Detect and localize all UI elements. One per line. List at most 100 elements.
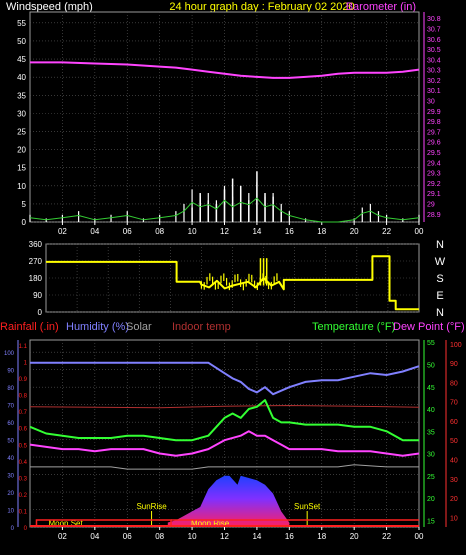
temp-y-tick: 15	[427, 518, 435, 525]
wind-y-tick: 25	[17, 127, 26, 136]
legend-temperature: Temperature (°F)	[312, 321, 395, 333]
barometer-y-tick: 29	[427, 201, 435, 208]
wind-y-tick: 55	[17, 19, 26, 28]
barometer-y-tick: 29.2	[427, 181, 441, 188]
barometer-y-tick: 29.1	[427, 191, 441, 198]
moon-event-label: Moon Set	[48, 519, 83, 528]
climate-x-tick: 20	[350, 532, 359, 541]
wind-x-tick: 12	[220, 227, 229, 236]
wind-y-tick: 40	[17, 73, 26, 82]
barometer-y-tick: 30.3	[427, 68, 441, 75]
barometer-y-tick: 30.8	[427, 16, 441, 23]
right-y-tick: 10	[450, 515, 458, 522]
barometer-y-tick: 30	[427, 99, 435, 106]
rainfall-y-tick: 0.7	[19, 410, 28, 416]
temp-y-tick: 35	[427, 429, 435, 436]
humidity-y-tick: 60	[7, 421, 14, 427]
compass-label: N	[436, 307, 444, 319]
climate-x-tick: 04	[90, 532, 99, 541]
right-y-tick: 70	[450, 400, 458, 407]
wind-x-tick: 16	[285, 227, 294, 236]
barometer-y-tick: 29.9	[427, 109, 441, 116]
humidity-line	[30, 361, 420, 396]
wind-x-tick: 14	[252, 227, 261, 236]
direction-y-tick: 0	[38, 308, 43, 317]
barometer-y-tick: 30.4	[427, 57, 441, 64]
rainfall-y-tick: 0.8	[19, 394, 28, 400]
right-y-tick: 80	[450, 380, 458, 387]
climate-x-tick: 08	[155, 532, 164, 541]
moon-period-marker	[35, 519, 172, 527]
wind-y-tick: 50	[17, 37, 26, 46]
right-y-tick: 20	[450, 496, 458, 503]
barometer-y-tick: 28.9	[427, 212, 441, 219]
direction-y-tick: 180	[29, 274, 43, 283]
climate-x-tick: 12	[220, 532, 229, 541]
legend-dew-point: Dew Point (°F)	[393, 321, 465, 333]
direction-y-tick: 90	[33, 291, 42, 300]
wind-y-tick: 10	[17, 182, 26, 191]
barometer-line	[30, 61, 420, 79]
temp-y-tick: 20	[427, 496, 435, 503]
direction-y-tick: 270	[29, 257, 43, 266]
humidity-y-tick: 40	[7, 456, 14, 462]
climate-x-tick: 22	[382, 532, 391, 541]
rainfall-y-tick: 0.4	[19, 460, 28, 466]
wind-y-tick: 45	[17, 55, 26, 64]
compass-label: S	[436, 273, 443, 285]
rainfall-y-tick: 0.6	[19, 427, 28, 433]
wind-x-tick: 18	[317, 227, 326, 236]
climate-x-tick: 02	[58, 532, 67, 541]
sun-event-label: SunRise	[136, 502, 167, 511]
humidity-y-tick: 80	[7, 386, 14, 392]
solar-radiation-area	[167, 475, 290, 527]
graph-title: 24 hour graph day : February 02 2020	[169, 1, 354, 13]
right-y-tick: 50	[450, 438, 458, 445]
temperature-line	[29, 399, 419, 442]
rainfall-y-tick: 1.1	[19, 344, 28, 350]
direction-y-tick: 360	[29, 240, 43, 249]
compass-label: N	[436, 239, 444, 251]
indoor-temp-line	[29, 405, 420, 409]
dew-point-line	[29, 430, 420, 457]
wind-y-tick: 20	[17, 146, 26, 155]
rainfall-y-tick: 0.1	[19, 509, 28, 515]
barometer-y-tick: 29.5	[427, 150, 441, 157]
wind-x-tick: 22	[382, 227, 391, 236]
barometer-y-tick: 29.4	[427, 160, 441, 167]
barometer-y-tick: 29.6	[427, 140, 441, 147]
right-y-tick: 100	[450, 342, 462, 349]
wind-x-tick: 08	[155, 227, 164, 236]
right-y-tick: 60	[450, 419, 458, 426]
solar-line	[30, 464, 419, 470]
climate-x-tick: 06	[123, 532, 132, 541]
wind-x-tick: 00	[415, 227, 424, 236]
rainfall-y-tick: 0.5	[19, 443, 28, 449]
climate-x-tick: 16	[285, 532, 294, 541]
temp-y-tick: 55	[427, 340, 435, 347]
legend-rainfall: Rainfall (.in)	[0, 321, 59, 333]
barometer-y-tick: 30.5	[427, 47, 441, 54]
compass-label: E	[436, 290, 443, 302]
moon-event-label: Moon Rise	[191, 519, 230, 528]
humidity-y-tick: 50	[7, 439, 14, 445]
temp-y-tick: 30	[427, 452, 435, 459]
barometer-y-tick: 29.3	[427, 171, 441, 178]
right-y-tick: 40	[450, 458, 458, 465]
wind-y-tick: 35	[17, 91, 26, 100]
wind-x-tick: 20	[350, 227, 359, 236]
barometer-y-tick: 30.7	[427, 26, 441, 33]
wind-average-line	[29, 197, 420, 223]
humidity-y-tick: 30	[7, 474, 14, 480]
compass-label: W	[435, 256, 446, 268]
humidity-y-tick: 0	[11, 526, 15, 532]
right-y-tick: 90	[450, 361, 458, 368]
rainfall-y-tick: 1	[24, 361, 28, 367]
wind-barometer-panel: Windspeed (mph) 24 hour graph day : Febr…	[6, 1, 441, 236]
climate-x-tick: 10	[188, 532, 197, 541]
humidity-y-tick: 10	[7, 509, 14, 515]
humidity-y-tick: 90	[7, 369, 14, 375]
sun-event-label: SunSet	[294, 502, 321, 511]
legend-humidity: Humidity (%)	[66, 321, 129, 333]
